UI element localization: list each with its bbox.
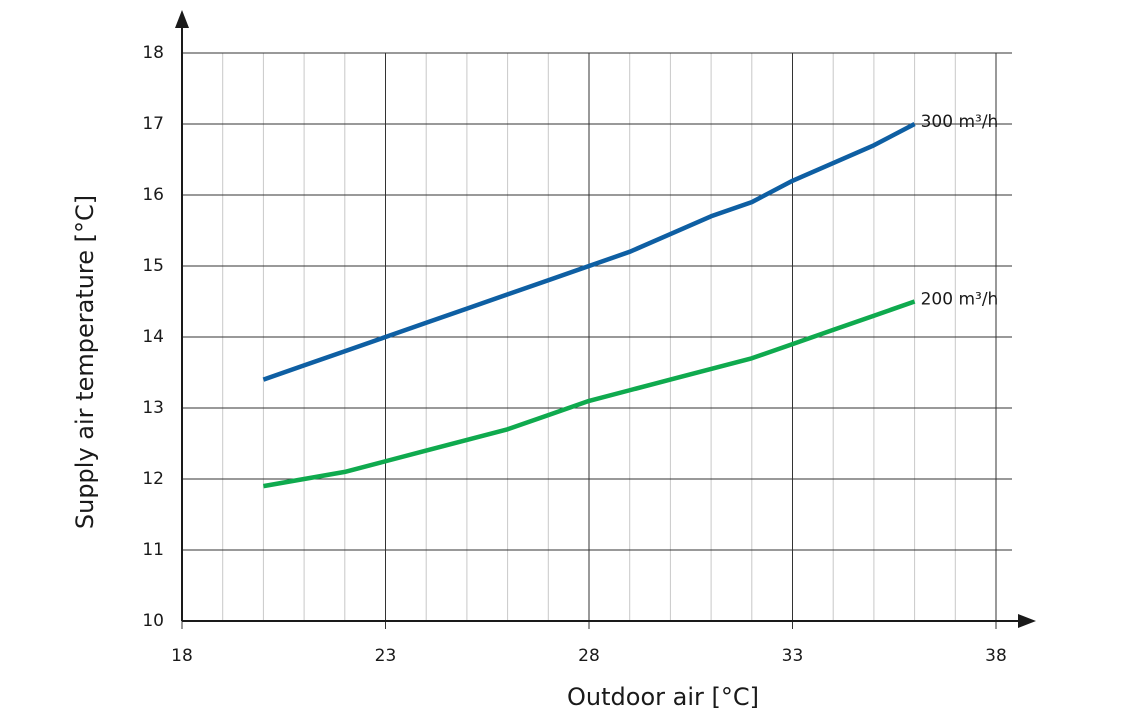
y-tick-label: 12 — [142, 469, 164, 489]
x-axis-title: Outdoor air [°C] — [567, 683, 759, 711]
x-tick-label: 23 — [375, 646, 397, 666]
x-tick-label: 28 — [578, 646, 600, 666]
y-tick-label: 10 — [142, 611, 164, 631]
series-line — [263, 299, 916, 489]
y-tick-label: 13 — [142, 398, 164, 418]
x-tick-label: 38 — [985, 646, 1007, 666]
series-label: 200 m³/h — [921, 290, 999, 310]
y-tick-label: 14 — [142, 327, 164, 347]
series-line — [262, 122, 916, 382]
x-tick-label: 18 — [171, 646, 193, 666]
x-tick-label: 33 — [782, 646, 804, 666]
grid — [181, 52, 1012, 629]
y-axis-arrow — [175, 10, 189, 28]
y-tick-label: 18 — [142, 43, 164, 63]
series-label: 300 m³/h — [921, 112, 999, 132]
y-axis-title: Supply air temperature [°C] — [71, 195, 99, 529]
y-tick-label: 15 — [142, 256, 164, 276]
plot — [262, 122, 916, 489]
x-axis-arrow — [1018, 614, 1036, 628]
y-tick-label: 11 — [142, 540, 164, 560]
y-tick-label: 16 — [142, 185, 164, 205]
y-tick-label: 17 — [142, 114, 164, 134]
